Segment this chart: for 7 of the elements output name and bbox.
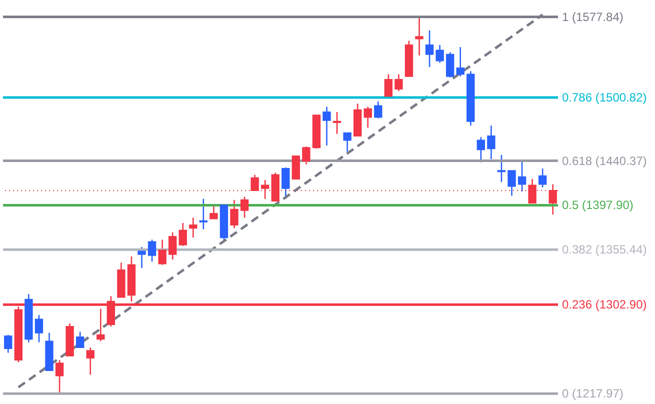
ref-line-label: 0.5 (1397.90) xyxy=(562,198,634,212)
ref-line-label: 0.236 (1302.90) xyxy=(562,298,647,312)
ref-line-label: 1 (1577.84) xyxy=(562,10,624,24)
ref-line-label: 0.382 (1355.44) xyxy=(562,242,647,257)
ref-line-label: 0 (1217.97) xyxy=(562,386,624,401)
ref-line-label: 0.786 (1500.82) xyxy=(562,90,647,105)
ref-line-label: 0.618 (1440.37) xyxy=(562,154,647,168)
